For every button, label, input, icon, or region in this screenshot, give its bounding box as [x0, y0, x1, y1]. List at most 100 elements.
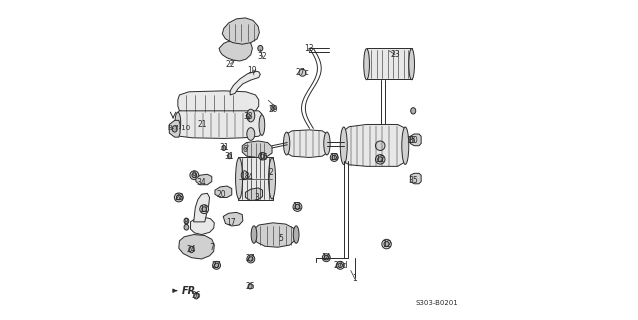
Ellipse shape [247, 128, 255, 140]
Text: 11: 11 [200, 205, 209, 214]
Text: 27: 27 [246, 254, 256, 263]
Ellipse shape [364, 49, 369, 80]
Ellipse shape [175, 112, 181, 133]
Ellipse shape [251, 226, 257, 243]
Ellipse shape [283, 132, 290, 155]
Text: 8: 8 [183, 218, 188, 227]
Ellipse shape [194, 292, 199, 299]
Polygon shape [194, 193, 209, 222]
Polygon shape [196, 174, 212, 185]
Text: B-7-10: B-7-10 [167, 125, 191, 131]
Polygon shape [242, 141, 272, 157]
Ellipse shape [269, 158, 276, 199]
Ellipse shape [332, 155, 336, 160]
Bar [238, 157, 273, 200]
Text: 27d: 27d [333, 261, 348, 270]
Text: 1: 1 [352, 275, 357, 284]
Ellipse shape [299, 69, 306, 76]
Text: 12: 12 [382, 240, 391, 249]
Ellipse shape [190, 171, 199, 180]
Text: 19: 19 [248, 66, 257, 75]
Polygon shape [254, 223, 296, 247]
Text: 17: 17 [226, 218, 235, 227]
Ellipse shape [411, 108, 416, 114]
Ellipse shape [330, 154, 338, 161]
Text: S303-B0201: S303-B0201 [415, 300, 458, 306]
Ellipse shape [259, 152, 266, 160]
Polygon shape [246, 188, 262, 201]
Ellipse shape [409, 49, 415, 80]
Text: 27c: 27c [295, 68, 309, 77]
Text: 27: 27 [212, 261, 221, 270]
Ellipse shape [258, 45, 263, 51]
Ellipse shape [192, 173, 197, 178]
Text: 6: 6 [243, 145, 248, 154]
Text: 21: 21 [198, 120, 207, 129]
Polygon shape [230, 71, 260, 95]
Ellipse shape [214, 263, 219, 268]
Text: 11: 11 [293, 203, 302, 212]
Polygon shape [344, 124, 405, 166]
Text: 4: 4 [248, 173, 253, 182]
Ellipse shape [235, 158, 242, 199]
Ellipse shape [249, 257, 253, 261]
Polygon shape [215, 186, 232, 197]
Ellipse shape [322, 254, 330, 262]
Polygon shape [169, 120, 180, 137]
Polygon shape [222, 18, 260, 44]
Ellipse shape [384, 242, 389, 247]
Text: 14: 14 [322, 253, 331, 262]
Ellipse shape [382, 239, 391, 249]
Text: 7: 7 [209, 243, 214, 252]
Ellipse shape [293, 203, 302, 212]
Text: 26: 26 [191, 291, 201, 300]
Ellipse shape [177, 195, 181, 200]
Ellipse shape [184, 224, 189, 230]
Ellipse shape [338, 263, 343, 268]
Text: 22: 22 [225, 60, 235, 69]
Ellipse shape [376, 155, 385, 164]
Text: 15: 15 [406, 136, 416, 145]
Bar [367, 48, 412, 79]
Text: 25: 25 [246, 282, 255, 291]
Ellipse shape [402, 127, 409, 164]
Ellipse shape [323, 132, 330, 155]
Text: 31: 31 [225, 152, 234, 161]
Text: FR.: FR. [182, 286, 200, 296]
Polygon shape [219, 39, 253, 61]
Ellipse shape [246, 114, 250, 119]
Text: 2: 2 [269, 168, 273, 177]
Ellipse shape [241, 171, 248, 180]
Text: 24: 24 [187, 245, 197, 254]
Text: 10: 10 [329, 153, 339, 162]
Text: 12: 12 [376, 155, 385, 164]
Ellipse shape [202, 207, 207, 212]
Ellipse shape [324, 255, 329, 260]
Text: 28: 28 [174, 193, 184, 202]
Ellipse shape [336, 261, 345, 269]
Text: 5: 5 [279, 234, 283, 243]
Polygon shape [410, 173, 421, 184]
Ellipse shape [212, 261, 221, 269]
Polygon shape [223, 212, 243, 226]
Text: 35: 35 [408, 176, 418, 185]
Ellipse shape [378, 157, 383, 162]
Ellipse shape [189, 246, 194, 252]
Ellipse shape [184, 218, 189, 224]
Text: 3: 3 [254, 193, 259, 202]
Ellipse shape [259, 115, 265, 135]
Ellipse shape [293, 226, 299, 243]
Polygon shape [179, 235, 214, 259]
Text: 31: 31 [219, 143, 228, 152]
Text: 29: 29 [268, 105, 278, 114]
Text: 23: 23 [390, 50, 400, 59]
Ellipse shape [247, 255, 255, 263]
Ellipse shape [247, 109, 255, 122]
Text: 13: 13 [304, 44, 314, 53]
Ellipse shape [228, 154, 232, 159]
Ellipse shape [174, 193, 183, 202]
Polygon shape [286, 130, 327, 157]
Ellipse shape [248, 284, 252, 289]
Ellipse shape [376, 141, 385, 150]
Ellipse shape [260, 154, 265, 158]
